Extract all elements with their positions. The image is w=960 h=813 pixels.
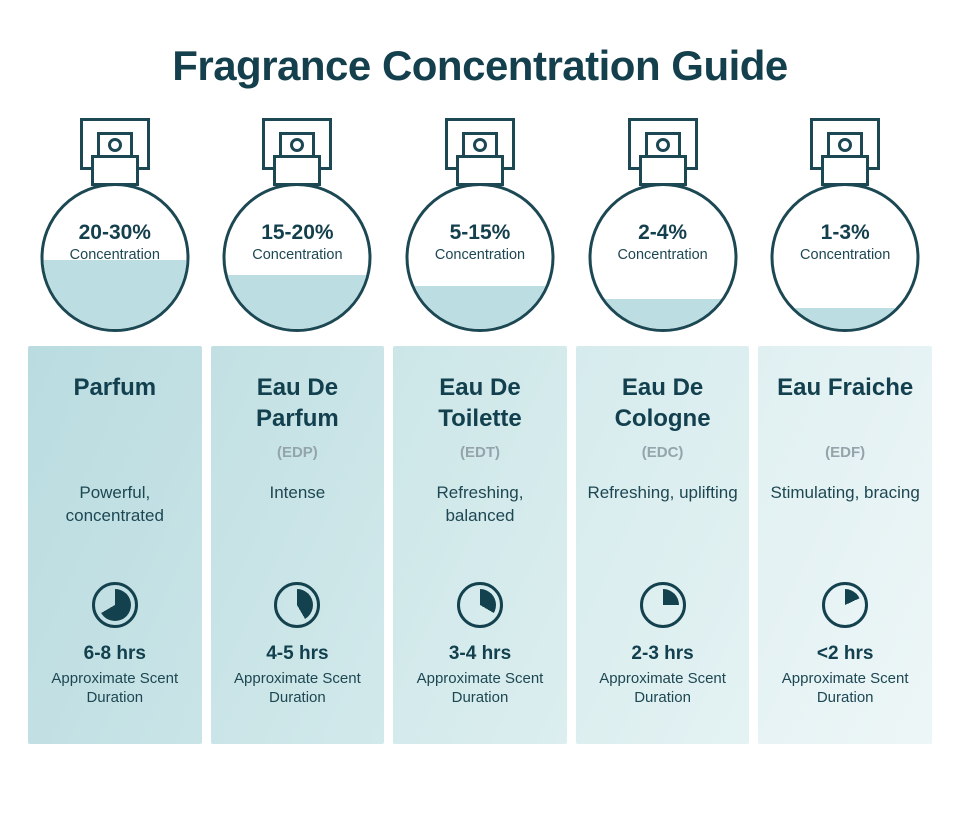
fragrance-description: Refreshing, uplifting (587, 483, 738, 502)
concentration-text: 1-3% Concentration (774, 220, 917, 262)
fragrance-abbreviation: (EDC) (641, 444, 684, 461)
bottle-area: 2-4% Concentration (576, 118, 750, 346)
columns-row: 20-30% Concentration Parfum Powerful, co… (0, 118, 960, 744)
fragrance-abbreviation: (EDT) (459, 444, 500, 461)
clock-icon (456, 582, 503, 628)
bottle-flask: 20-30% Concentration (40, 183, 190, 332)
bottle-flask: 1-3% Concentration (770, 183, 920, 332)
fragrance-card: Eau De Toilette (EDT) Refreshing, balanc… (393, 346, 567, 744)
bottle-flask: 15-20% Concentration (222, 183, 372, 332)
perfume-bottle-icon: 1-3% Concentration (770, 118, 920, 332)
perfume-bottle-icon: 2-4% Concentration (588, 118, 738, 332)
fragrance-column: 15-20% Concentration Eau De Parfum (EDP)… (210, 118, 385, 744)
clock-icon (91, 582, 138, 628)
concentration-label: Concentration (617, 246, 708, 263)
fragrance-column: 1-3% Concentration Eau Fraiche (EDF) Sti… (758, 118, 932, 744)
liquid-fill (43, 260, 187, 329)
fragrance-abbreviation: (EDF) (825, 444, 866, 461)
concentration-text: 20-30% Concentration (43, 220, 186, 262)
bottle-area: 1-3% Concentration (758, 118, 932, 346)
bottle-area: 5-15% Concentration (393, 118, 567, 346)
fragrance-name: Eau Fraiche (777, 374, 914, 401)
fragrance-column: 20-30% Concentration Parfum Powerful, co… (28, 118, 202, 744)
scent-duration-label: Approximate Scent Duration (599, 669, 726, 707)
bottle-nozzle-icon (279, 132, 316, 158)
nozzle-circle-icon (655, 138, 670, 152)
page-title: Fragrance Concentration Guide (172, 42, 788, 89)
bottle-collar (821, 155, 870, 186)
nozzle-circle-icon (838, 138, 853, 152)
scent-duration: 2-3 hrs (631, 643, 694, 664)
bottle-collar (638, 155, 687, 186)
fragrance-description: Stimulating, bracing (770, 483, 920, 502)
clock-pie-wedge (829, 589, 862, 621)
scent-duration-label: Approximate Scent Duration (51, 669, 179, 707)
concentration-range: 5-15% (449, 221, 511, 245)
fragrance-card: Parfum Powerful, concentrated 6-8 hrs Ap… (28, 346, 202, 744)
scent-duration: 3-4 hrs (448, 643, 512, 664)
perfume-bottle-icon: 20-30% Concentration (40, 118, 190, 332)
clock-pie-wedge (463, 589, 496, 621)
clock-icon (274, 582, 321, 628)
concentration-label: Concentration (69, 246, 160, 263)
scent-duration-label: Approximate Scent Duration (234, 669, 361, 707)
fragrance-card: Eau De Parfum (EDP) Intense 4-5 hrs Appr… (210, 346, 385, 744)
liquid-fill (225, 274, 369, 329)
fragrance-card: Eau De Cologne (EDC) Refreshing, uplifti… (575, 346, 750, 744)
scent-duration-label: Approximate Scent Duration (416, 669, 544, 707)
clock-pie-wedge (98, 589, 131, 621)
scent-duration-label: Approximate Scent Duration (781, 669, 909, 707)
perfume-bottle-icon: 15-20% Concentration (222, 118, 372, 332)
liquid-fill (773, 307, 917, 329)
bottle-area: 15-20% Concentration (211, 118, 385, 346)
clock-icon (822, 582, 869, 628)
concentration-text: 2-4% Concentration (591, 220, 734, 262)
concentration-range: 2-4% (638, 221, 688, 245)
concentration-label: Concentration (434, 246, 526, 263)
clock-icon (639, 582, 686, 628)
bottle-collar (273, 155, 322, 186)
bottle-nozzle-icon (827, 132, 864, 158)
fragrance-name: Eau De Toilette (438, 374, 522, 433)
concentration-label: Concentration (800, 246, 891, 263)
nozzle-circle-icon (107, 138, 122, 152)
concentration-range: 15-20% (261, 221, 334, 245)
concentration-text: 15-20% Concentration (226, 220, 369, 262)
fragrance-card: Eau Fraiche (EDF) Stimulating, bracing <… (758, 346, 932, 744)
perfume-bottle-icon: 5-15% Concentration (405, 118, 555, 332)
bottle-area: 20-30% Concentration (28, 118, 202, 346)
clock-pie-wedge (281, 589, 314, 621)
liquid-fill (591, 298, 735, 329)
concentration-range: 20-30% (78, 221, 151, 245)
bottle-nozzle-icon (461, 132, 498, 158)
fragrance-description: Refreshing, balanced (436, 483, 524, 525)
bottle-nozzle-icon (96, 132, 133, 158)
fragrance-abbreviation: (EDP) (276, 444, 318, 461)
fragrance-column: 2-4% Concentration Eau De Cologne (EDC) … (575, 118, 750, 744)
bottle-collar (90, 155, 139, 186)
fragrance-name: Eau De Cologne (614, 374, 711, 433)
clock-pie-wedge (646, 589, 679, 621)
bottle-collar (455, 155, 504, 186)
scent-duration: 6-8 hrs (83, 643, 146, 664)
fragrance-description: Powerful, concentrated (65, 483, 164, 525)
fragrance-description: Intense (269, 483, 326, 502)
bottle-nozzle-icon (644, 132, 681, 158)
concentration-text: 5-15% Concentration (408, 220, 551, 262)
fragrance-name: Eau De Parfum (256, 374, 339, 433)
nozzle-circle-icon (472, 138, 487, 152)
fragrance-name: Parfum (73, 374, 157, 401)
concentration-range: 1-3% (820, 221, 870, 245)
bottle-flask: 5-15% Concentration (405, 183, 555, 332)
concentration-label: Concentration (252, 246, 343, 263)
fragrance-column: 5-15% Concentration Eau De Toilette (EDT… (393, 118, 567, 744)
nozzle-circle-icon (290, 138, 305, 152)
bottle-flask: 2-4% Concentration (588, 183, 738, 332)
scent-duration: <2 hrs (816, 643, 874, 664)
liquid-fill (408, 286, 552, 329)
scent-duration: 4-5 hrs (266, 643, 329, 664)
